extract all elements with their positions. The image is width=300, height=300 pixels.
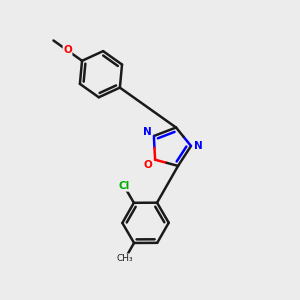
Text: Cl: Cl: [118, 181, 130, 191]
Text: CH₃: CH₃: [117, 254, 134, 263]
Text: O: O: [63, 46, 72, 56]
Text: O: O: [144, 160, 152, 170]
Text: N: N: [194, 141, 203, 151]
Text: N: N: [143, 127, 152, 137]
